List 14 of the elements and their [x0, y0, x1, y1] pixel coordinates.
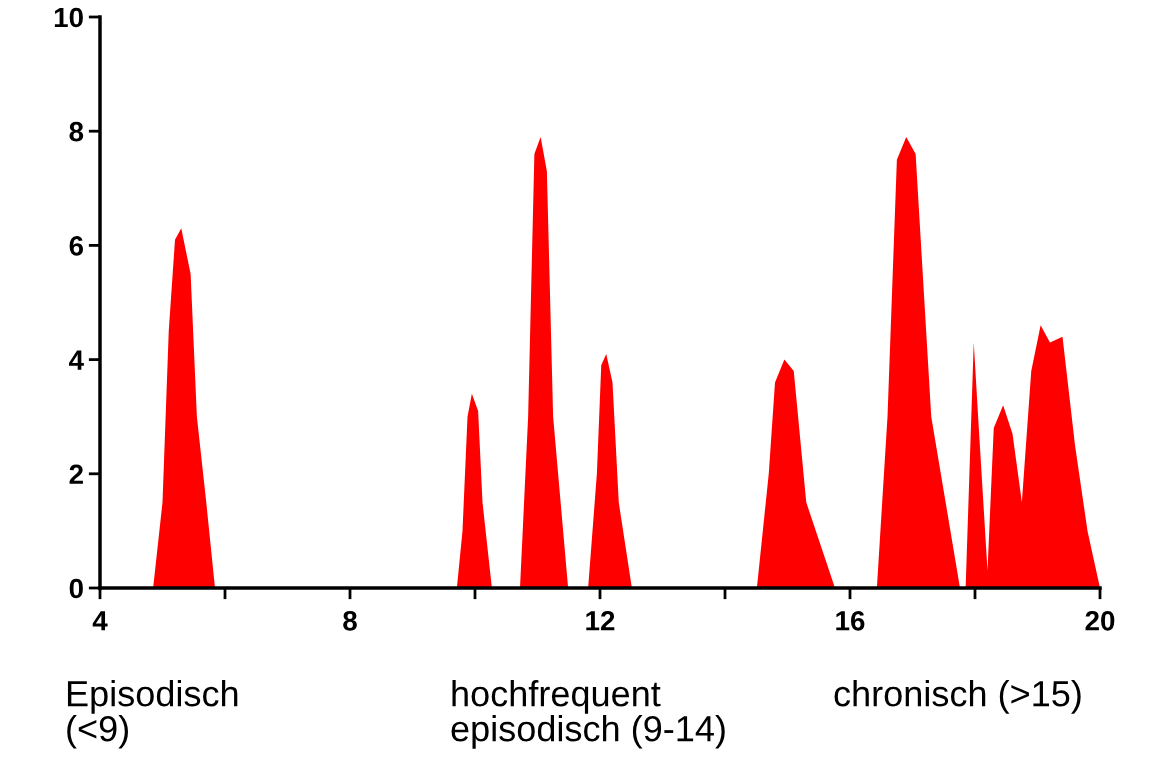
- x-tick-label: 4: [92, 611, 108, 631]
- y-tick-label: 10: [54, 7, 83, 28]
- y-tick-label: 6: [69, 236, 84, 256]
- text: Episodisch (<9): [67, 680, 238, 749]
- text: hochfrequent episodisch (9-14): [451, 680, 725, 749]
- y-tick-label: 2: [69, 464, 83, 484]
- text: chronisch (>15): [834, 680, 1081, 714]
- y-tick-label: 4: [69, 350, 84, 370]
- y-tick-label: 0: [69, 578, 83, 599]
- x-tick-label: 12: [586, 610, 615, 631]
- x-tick-label: 20: [1085, 610, 1115, 631]
- x-tick-label: 8: [343, 610, 357, 631]
- x-tick-label: 16: [836, 610, 865, 631]
- y-tick-label: 8: [69, 121, 84, 142]
